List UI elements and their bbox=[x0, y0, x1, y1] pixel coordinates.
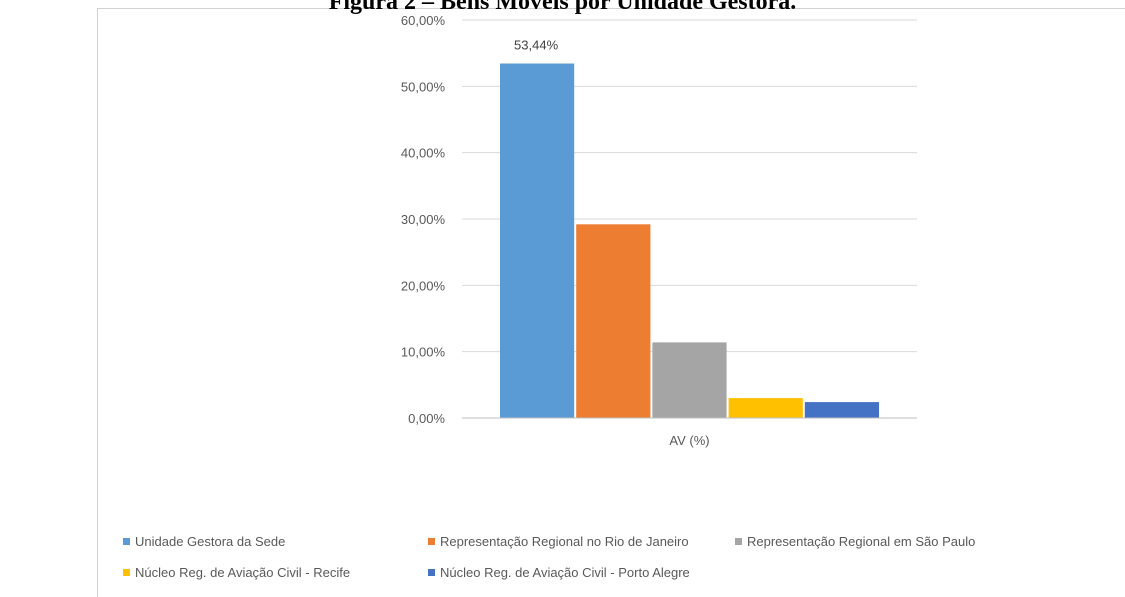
data-label: 53,44% bbox=[514, 38, 559, 53]
chart-area-border bbox=[97, 8, 1125, 597]
y-tick-label: 50,00% bbox=[401, 79, 446, 94]
legend-swatch bbox=[428, 569, 435, 576]
legend-swatch bbox=[735, 538, 742, 545]
legend-swatch bbox=[123, 569, 130, 576]
legend-label: Núcleo Reg. de Aviação Civil - Recife bbox=[135, 565, 350, 580]
data-labels: 53,44% bbox=[514, 38, 559, 53]
bar bbox=[652, 342, 727, 418]
legend-label: Representação Regional no Rio de Janeiro bbox=[440, 534, 689, 549]
bar bbox=[500, 63, 575, 418]
legend: Unidade Gestora da Sede Representação Reg… bbox=[123, 534, 975, 580]
legend-swatch bbox=[428, 538, 435, 545]
y-tick-label: 30,00% bbox=[401, 212, 446, 227]
bar bbox=[728, 398, 803, 418]
legend-swatch bbox=[123, 538, 130, 545]
y-axis: 0,00% 10,00% 20,00% 30,00% 40,00% 50,00% 60,00… bbox=[401, 13, 446, 426]
bar bbox=[576, 224, 651, 418]
bar bbox=[804, 402, 879, 418]
y-tick-label: 10,00% bbox=[401, 345, 446, 360]
y-tick-label: 20,00% bbox=[401, 278, 446, 293]
x-axis: AV (%) bbox=[462, 417, 917, 448]
y-tick-label: 60,00% bbox=[401, 13, 446, 28]
y-tick-label: 0,00% bbox=[408, 411, 445, 426]
bars bbox=[500, 63, 879, 418]
legend-label: Representação Regional em São Paulo bbox=[747, 534, 975, 549]
y-tick-label: 40,00% bbox=[401, 146, 446, 161]
legend-label: Núcleo Reg. de Aviação Civil - Porto Ale… bbox=[440, 565, 690, 580]
legend-label: Unidade Gestora da Sede bbox=[135, 534, 285, 549]
x-tick-label: AV (%) bbox=[669, 433, 709, 448]
chart-title: Figura 2 – Bens Móveis por Unidade Gesto… bbox=[328, 0, 797, 15]
